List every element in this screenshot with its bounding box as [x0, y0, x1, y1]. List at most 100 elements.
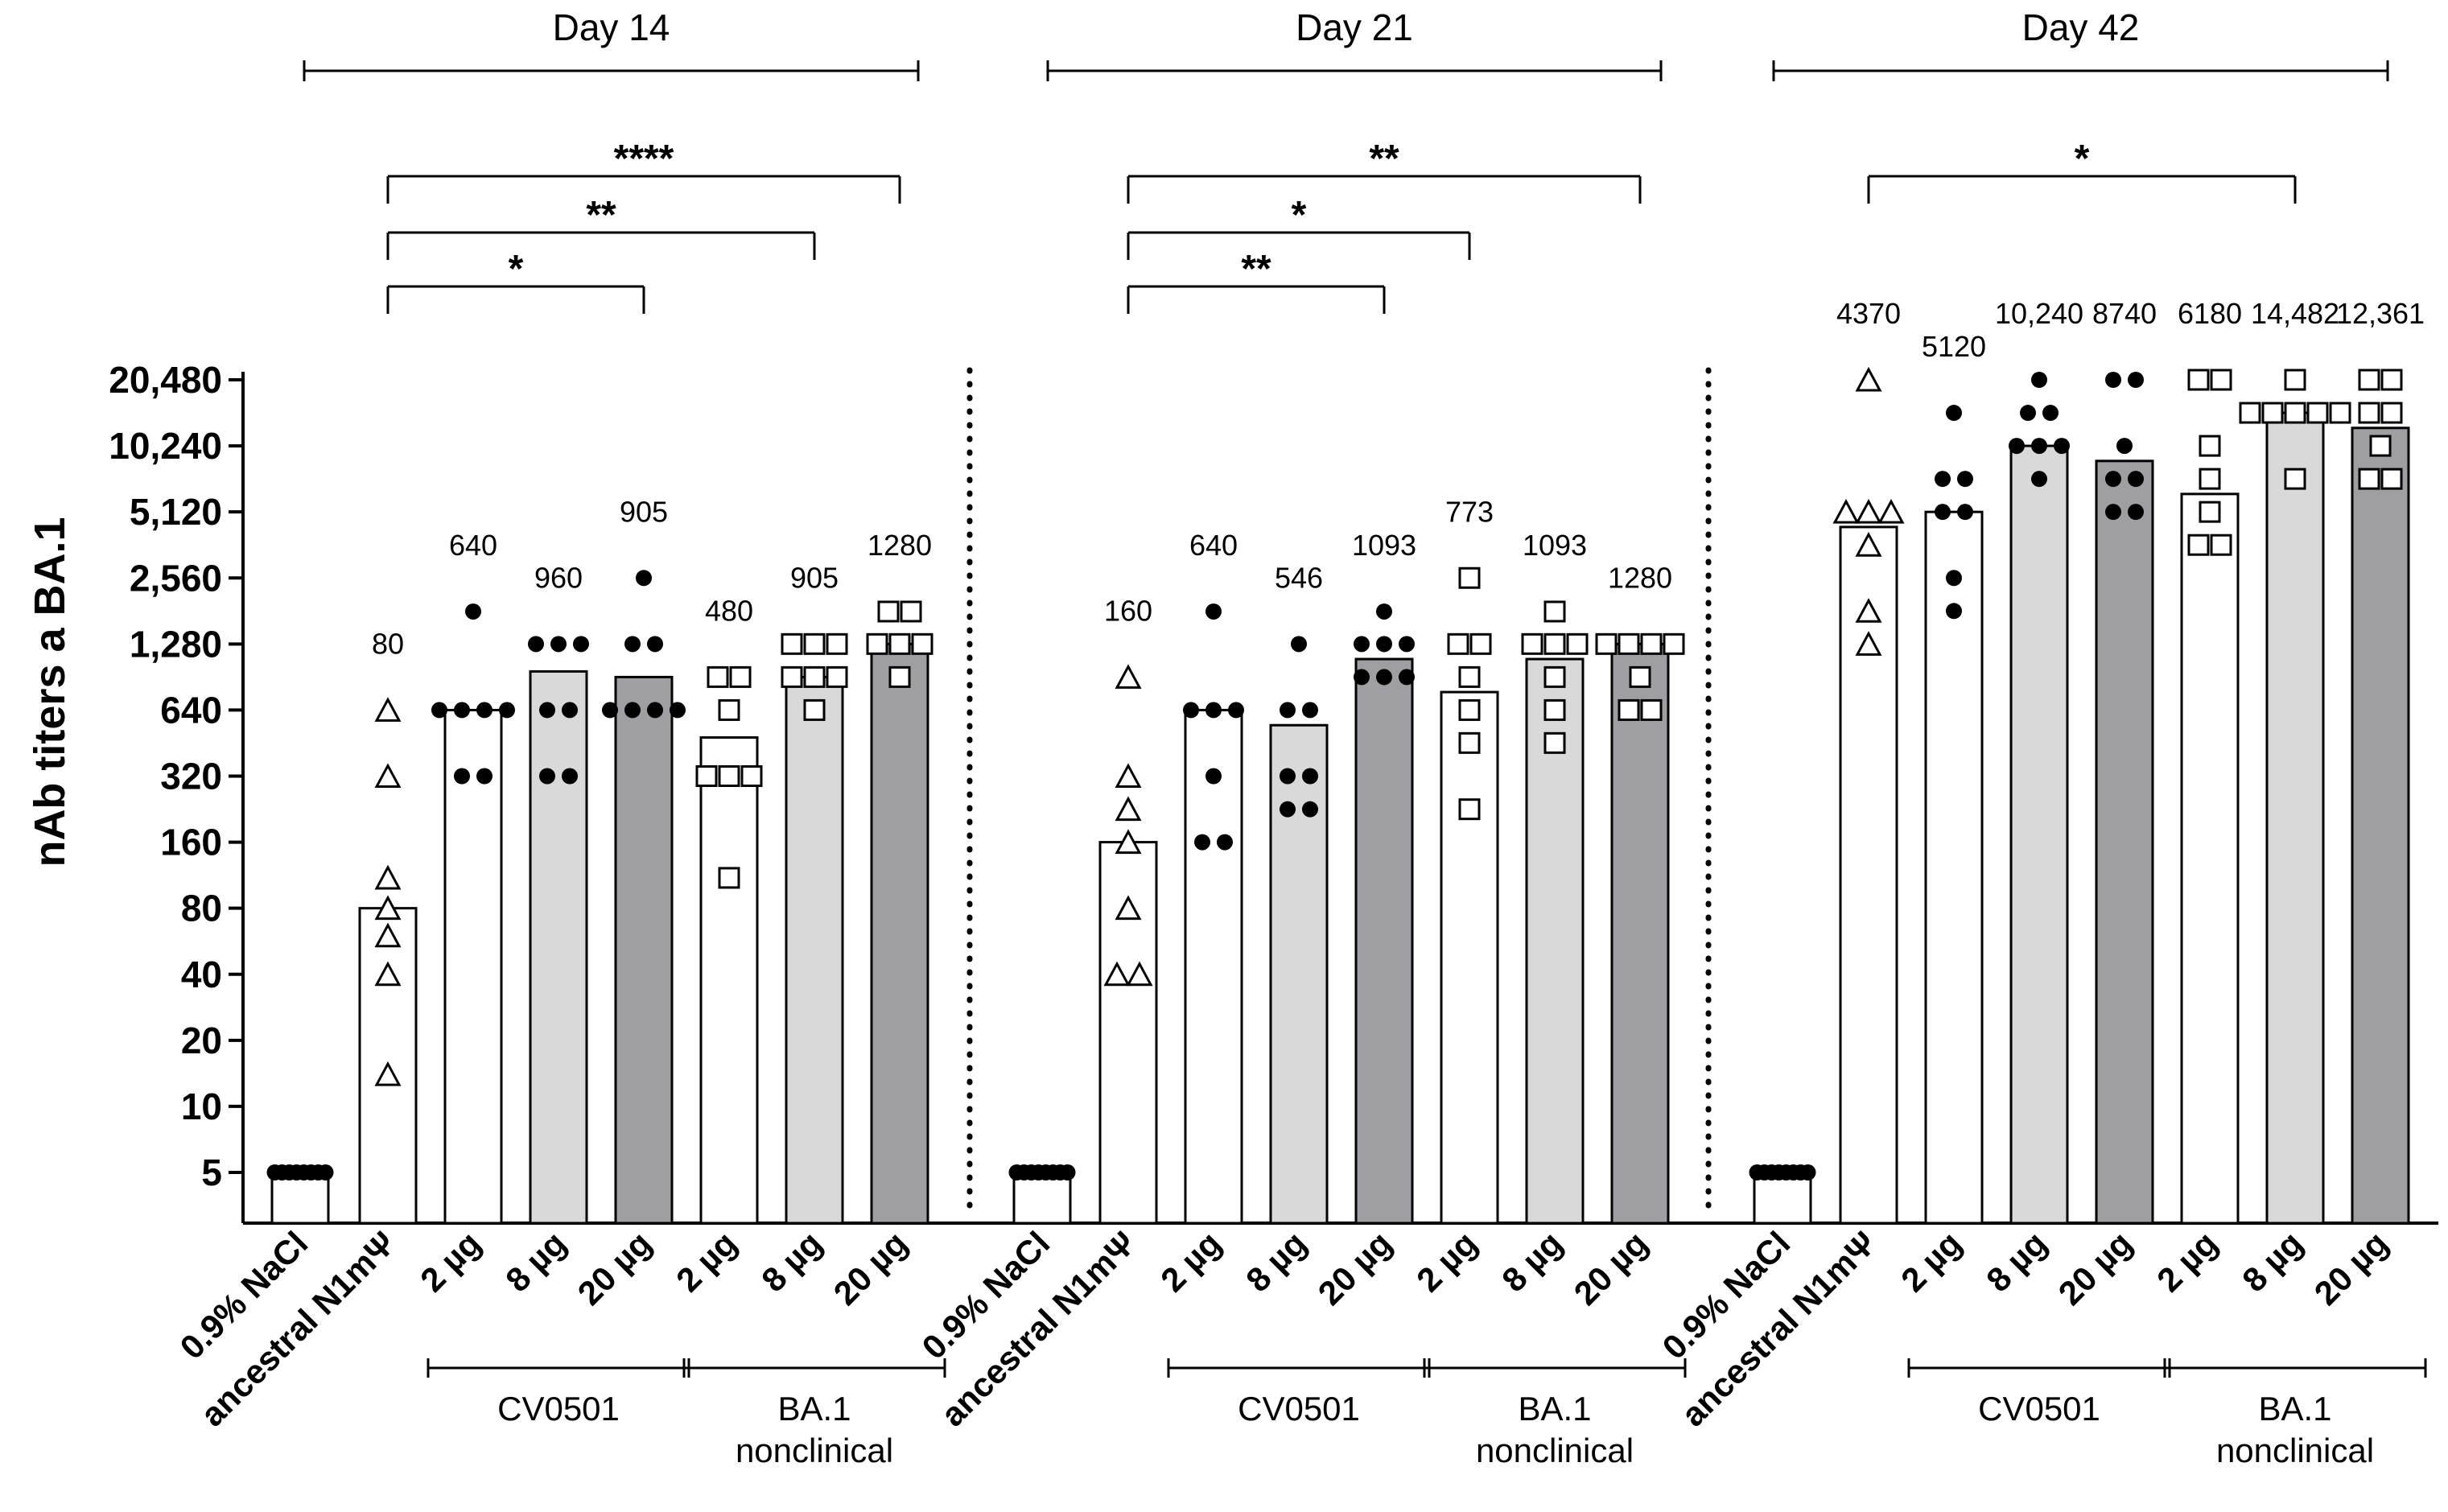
y-tick-label: 20,480: [109, 359, 222, 401]
data-point: [2358, 468, 2380, 490]
significance-label: *: [509, 248, 524, 290]
category-label: 2 µg: [1894, 1224, 1968, 1299]
data-point: [1458, 665, 1481, 688]
y-tick-label: 1,280: [130, 623, 222, 665]
data-point: [1059, 1164, 1076, 1180]
data-point: [2284, 369, 2306, 391]
data-point: [1521, 632, 1543, 655]
bar: [1269, 723, 1329, 1225]
bar: [2009, 444, 2069, 1225]
data-point: [624, 636, 641, 653]
data-point: [1399, 669, 1415, 686]
value-label: 480: [705, 594, 753, 627]
data-point: [1458, 798, 1481, 821]
category-label: 8 µg: [754, 1224, 829, 1299]
data-point: [740, 765, 763, 787]
group-label-line2: nonclinical: [2216, 1432, 2374, 1469]
category-label: 8 µg: [1979, 1224, 2054, 1299]
data-point: [317, 1164, 334, 1180]
data-point: [2329, 402, 2351, 424]
data-point: [2358, 402, 2380, 424]
data-point: [1280, 801, 1296, 818]
bar: [699, 735, 759, 1225]
data-point: [1543, 600, 1566, 623]
category-label: 2 µg: [2149, 1224, 2224, 1299]
data-point: [1194, 834, 1210, 851]
bar: [2265, 411, 2325, 1225]
y-tick-label: 160: [160, 822, 222, 863]
data-point: [499, 702, 515, 719]
data-point: [2199, 435, 2221, 457]
y-tick-label: 2,560: [130, 557, 222, 599]
panel-title: Day 14: [553, 6, 670, 48]
y-tick-label: 40: [181, 954, 222, 995]
data-point: [2199, 501, 2221, 523]
group-label: BA.1: [2258, 1390, 2331, 1428]
value-label: 905: [790, 561, 839, 594]
data-point: [2031, 438, 2047, 455]
bar: [1012, 1171, 1072, 1225]
data-point: [465, 603, 481, 620]
data-point: [374, 864, 402, 890]
data-point: [431, 702, 447, 719]
data-point: [1280, 768, 1296, 785]
group-label: BA.1: [1518, 1390, 1591, 1428]
value-label: 5120: [1922, 330, 1986, 363]
value-label: 546: [1275, 561, 1323, 594]
data-point: [2284, 468, 2306, 490]
data-point: [562, 768, 578, 785]
data-point: [1280, 702, 1296, 719]
data-point: [707, 665, 729, 688]
data-point: [2380, 402, 2403, 424]
data-point: [2020, 405, 2036, 422]
data-point: [1302, 801, 1318, 818]
panel-title: Day 21: [1296, 6, 1413, 48]
data-point: [1354, 669, 1370, 686]
group-label: CV0501: [1238, 1390, 1360, 1428]
data-point: [1205, 702, 1222, 719]
data-point: [2105, 504, 2121, 521]
y-tick-label: 10: [181, 1086, 222, 1127]
category-label: 2 µg: [1153, 1224, 1228, 1299]
data-point: [1115, 763, 1142, 788]
data-point: [476, 702, 492, 719]
data-point: [1946, 570, 1962, 587]
data-point: [1354, 636, 1370, 653]
axes: [241, 367, 2438, 1225]
data-point: [1618, 632, 1640, 655]
data-point: [1663, 632, 1685, 655]
data-point: [2380, 369, 2403, 391]
data-point: [1458, 731, 1481, 754]
data-point: [476, 768, 492, 785]
bar: [1184, 708, 1243, 1225]
data-point: [1543, 731, 1566, 754]
significance-label: *: [2075, 138, 2090, 180]
data-point: [2369, 435, 2392, 457]
data-point: [647, 702, 663, 719]
data-point: [2210, 369, 2232, 391]
data-point: [1799, 1164, 1816, 1180]
bar: [1354, 657, 1414, 1225]
data-point: [1205, 603, 1222, 620]
data-point: [2042, 405, 2059, 422]
value-label: 640: [1189, 529, 1238, 562]
category-label: 20 µg: [1567, 1224, 1655, 1312]
category-label: 2 µg: [1409, 1224, 1484, 1299]
data-point: [454, 702, 470, 719]
category-label: 8 µg: [498, 1224, 573, 1299]
data-point: [826, 665, 848, 688]
data-point: [374, 961, 402, 987]
data-point: [1640, 632, 1663, 655]
data-point: [374, 697, 402, 722]
data-point: [1946, 405, 1962, 422]
data-point: [877, 600, 900, 623]
data-point: [528, 636, 544, 653]
bar: [614, 675, 674, 1225]
y-tick-label: 20: [181, 1020, 222, 1061]
data-point: [1302, 768, 1318, 785]
data-point: [2128, 372, 2144, 388]
bar: [1440, 690, 1499, 1225]
y-tick-label: 640: [160, 689, 222, 731]
